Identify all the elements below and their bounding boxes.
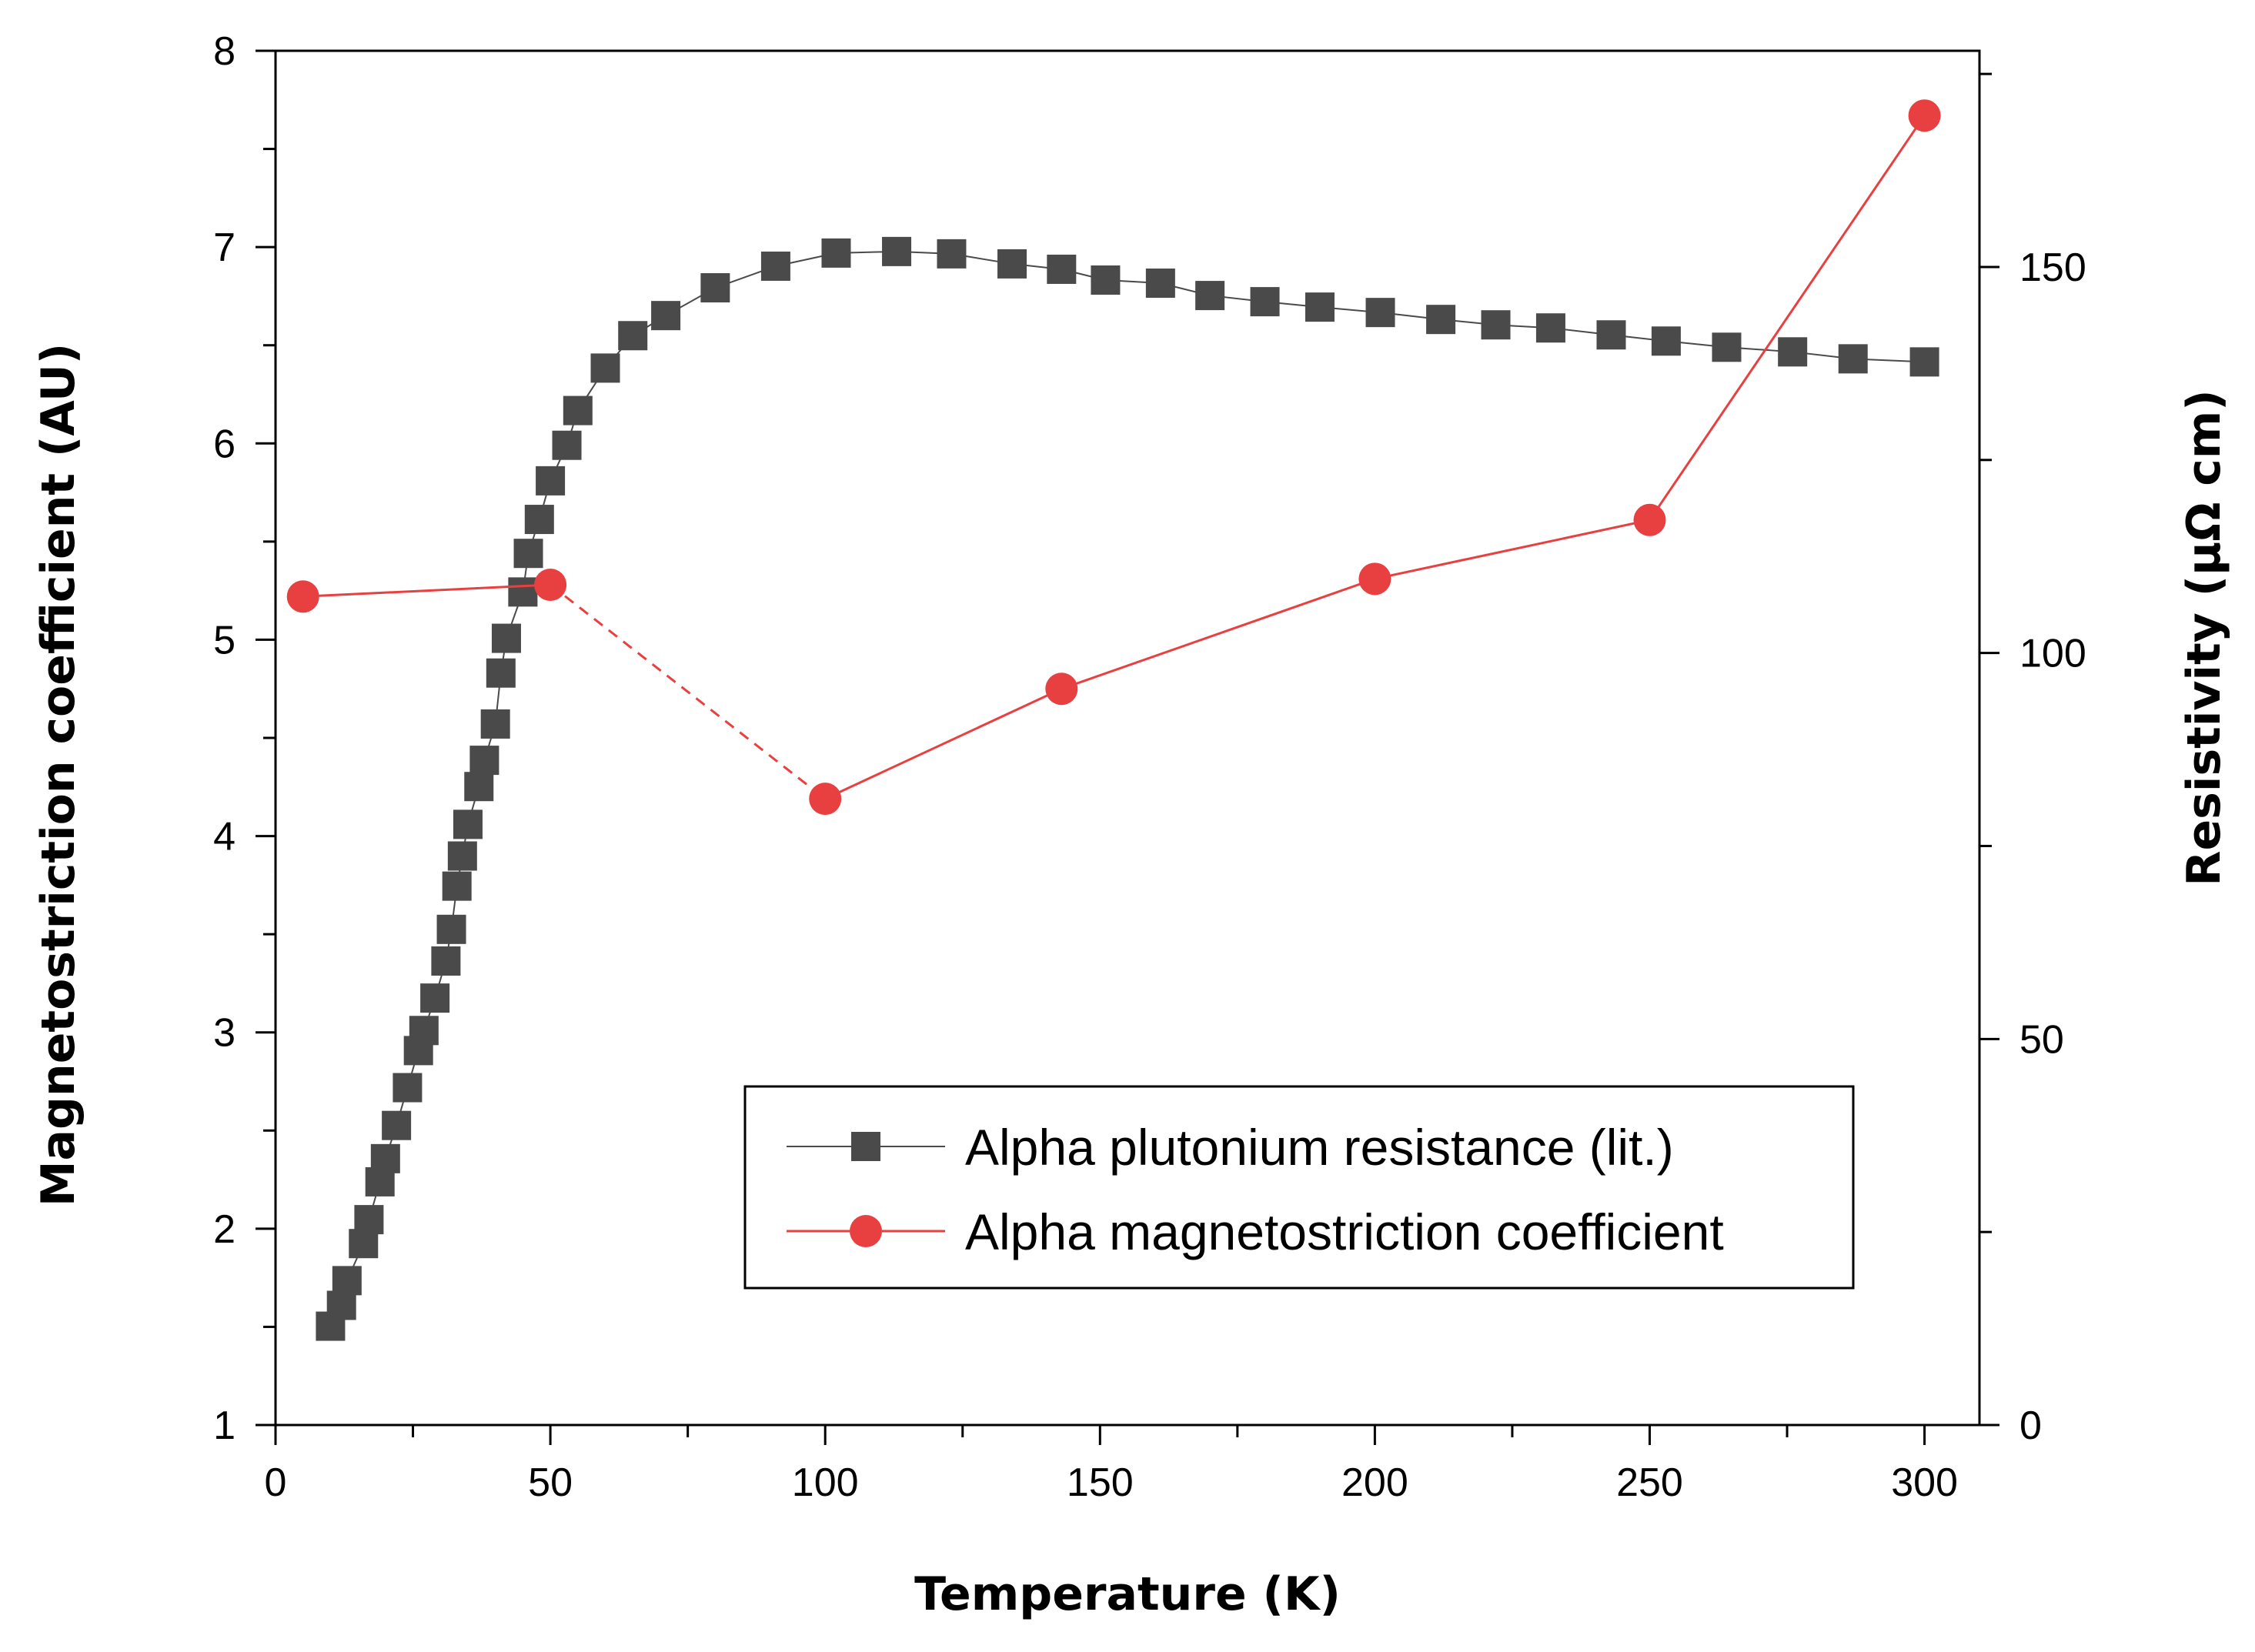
y-left-tick-label: 2: [213, 1207, 236, 1252]
series-1-point: [286, 580, 319, 613]
y-left-tick-label: 1: [213, 1403, 236, 1448]
series-1-point: [1045, 672, 1078, 706]
series-0-point: [382, 1110, 412, 1140]
x-tick-label: 100: [792, 1460, 859, 1505]
series-0-point: [1481, 310, 1511, 340]
series-0-point: [563, 395, 593, 426]
series-0-point: [486, 658, 516, 688]
series-0-point: [508, 577, 538, 607]
series-1-segment: [824, 687, 1062, 800]
series-1-point: [1908, 99, 1941, 132]
series-0-point: [513, 539, 543, 569]
series-1-point: [809, 783, 842, 816]
series-0-point: [1426, 305, 1456, 335]
series-0-point: [1195, 281, 1225, 311]
series-1-point: [1358, 562, 1391, 596]
y-left-tick-label: 4: [213, 815, 236, 859]
y-left-tick-label: 7: [213, 225, 236, 270]
series-0-point: [332, 1266, 362, 1296]
series-0-point: [420, 983, 450, 1013]
series-0-point: [1712, 332, 1742, 362]
y-left-axis-title: Magnetostriction coefficient (AU): [32, 343, 85, 1206]
series-0-point: [1535, 313, 1565, 343]
y-right-tick-label: 0: [2019, 1403, 2042, 1448]
series-0-point: [464, 772, 494, 802]
y-left-tick-label: 5: [213, 618, 236, 662]
series-0-point: [651, 301, 681, 331]
series-0-point: [1047, 254, 1077, 284]
y-left-tick-label: 8: [213, 29, 236, 74]
series-0-point: [760, 251, 790, 281]
series-1-point: [534, 568, 567, 601]
series-1-point: [1633, 503, 1666, 536]
x-axis-title: Temperature (K): [914, 1567, 1341, 1621]
series-0-point: [821, 238, 851, 268]
series-0-point: [997, 249, 1027, 279]
series-1-segment: [1061, 577, 1375, 690]
series-0-point: [1778, 337, 1808, 367]
series-0-point: [700, 273, 730, 303]
axes-layer: 0 50 100 150 200 250 300 1 2 3 4 5 6 7 8 0 50 100 150 Tempe…: [32, 29, 2231, 1621]
x-tick-label: 150: [1067, 1460, 1134, 1505]
series-0-point: [491, 623, 521, 653]
series-1-segment: [550, 583, 827, 800]
legend-marker-0: [851, 1132, 880, 1161]
series-0-point: [536, 466, 566, 496]
x-tick-label: 0: [265, 1460, 287, 1505]
series-0-point: [937, 239, 967, 269]
x-tick-label: 300: [1891, 1460, 1958, 1505]
series-0-point: [1909, 347, 1939, 377]
legend-label-0: Alpha plutonium resistance (lit.): [965, 1119, 1674, 1176]
y-right-tick-label: 100: [2019, 632, 2086, 676]
series-0-point: [618, 321, 648, 351]
series-0-point: [370, 1143, 400, 1173]
series-0-point: [442, 871, 472, 901]
series-0-point: [480, 709, 510, 739]
series-1-segment: [1375, 519, 1650, 580]
legend-marker-1: [850, 1215, 882, 1247]
series-0-point: [393, 1073, 423, 1103]
series-0-point: [469, 746, 499, 776]
series-0-point: [1365, 298, 1395, 328]
series-0-point: [1305, 292, 1335, 322]
series-layer: [286, 99, 1941, 1341]
series-0-point: [326, 1290, 356, 1320]
y-right-axis-title: Resistivity (μΩ cm): [2177, 389, 2231, 886]
legend-box: [743, 1085, 1855, 1290]
series-0-point: [436, 914, 466, 944]
y-left-tick-label: 6: [213, 422, 236, 466]
series-1-segment: [1649, 115, 1926, 521]
x-tick-label: 50: [528, 1460, 573, 1505]
y-right-tick-label: 150: [2019, 245, 2086, 290]
series-0-point: [1145, 269, 1175, 299]
y-right-tick-label: 50: [2019, 1017, 2064, 1062]
series-0-point: [1596, 320, 1626, 350]
series-0-point: [447, 841, 477, 871]
x-tick-label: 250: [1616, 1460, 1683, 1505]
series-0-point: [1250, 287, 1280, 317]
series-1-segment: [302, 583, 551, 598]
legend: Alpha plutonium resistance (lit.) Alpha m…: [743, 1085, 1855, 1290]
series-0-point: [453, 809, 483, 839]
series-0-point: [590, 353, 620, 383]
series-0-point: [409, 1016, 439, 1046]
legend-label-1: Alpha magnetostriction coefficient: [965, 1203, 1724, 1260]
series-0-point: [882, 236, 912, 266]
series-0-point: [431, 946, 461, 976]
y-left-tick-label: 3: [213, 1011, 236, 1056]
series-0-point: [354, 1205, 384, 1235]
series-0-point: [552, 430, 582, 460]
series-0-point: [1838, 344, 1868, 374]
series-0-point: [1651, 326, 1681, 356]
x-tick-label: 200: [1341, 1460, 1408, 1505]
series-0-point: [1091, 265, 1121, 295]
series-0-point: [524, 505, 554, 535]
